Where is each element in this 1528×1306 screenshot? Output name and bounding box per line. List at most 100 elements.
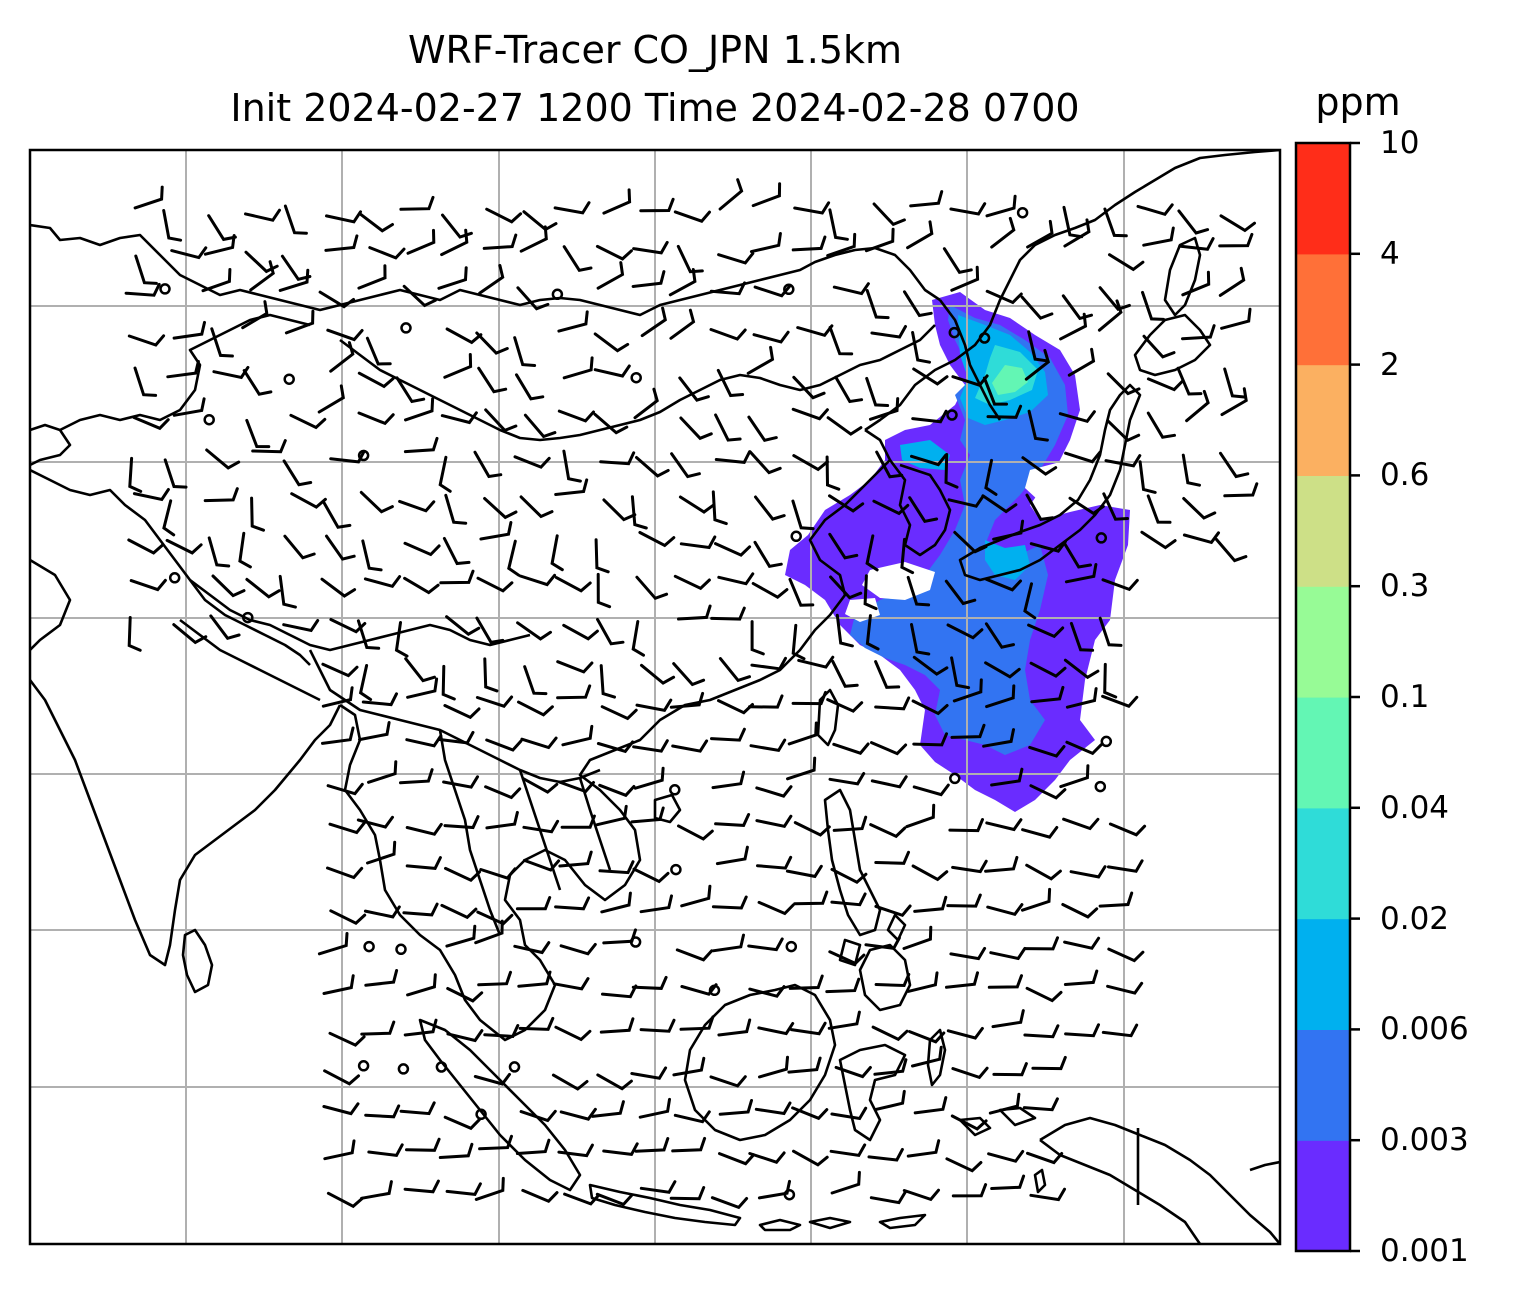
wind-barb — [518, 1016, 555, 1031]
wind-calm-circle — [949, 772, 961, 785]
wind-barb — [631, 975, 668, 990]
wind-barb — [709, 1075, 747, 1088]
wind-barb — [791, 1106, 829, 1121]
wind-calm-circle — [508, 1061, 521, 1073]
colorbar-units-label: ppm — [1315, 80, 1401, 124]
wind-barb — [442, 775, 479, 789]
wind-barb — [521, 1188, 559, 1203]
new-guinea — [1039, 1116, 1280, 1244]
colorbar-tick-label: 0.1 — [1380, 679, 1430, 715]
wind-barb — [752, 330, 790, 344]
wind-barb — [870, 775, 908, 789]
wind-barb — [129, 578, 167, 592]
wind-barb — [906, 1139, 941, 1158]
wind-calm-circle — [978, 332, 991, 344]
wind-calm-circle — [435, 1061, 448, 1073]
wind-barb — [1181, 270, 1211, 297]
wind-calm-circle — [785, 940, 798, 953]
wind-barb — [395, 376, 426, 404]
wind-barb — [1218, 266, 1246, 297]
wind-barb — [124, 282, 161, 297]
wind-barb — [598, 783, 636, 798]
wind-calm-circle — [790, 530, 802, 543]
wind-barb — [990, 767, 1024, 787]
wind-barb — [869, 1190, 907, 1205]
wind-barb — [599, 1017, 635, 1034]
wind-barb — [1064, 1023, 1100, 1038]
wind-barb — [758, 1055, 789, 1079]
colorbar-tick-label: 0.3 — [1380, 568, 1430, 605]
wind-barb — [507, 539, 521, 577]
wind-barb — [325, 210, 362, 224]
wind-barb — [872, 202, 906, 227]
mainland-coast-northeast — [864, 150, 1280, 432]
wind-barb — [475, 616, 505, 644]
wind-barb — [172, 397, 206, 417]
colorbar-segment — [1296, 807, 1350, 920]
wind-barb — [321, 686, 354, 708]
wind-barb — [443, 1115, 481, 1131]
wind-barb — [398, 499, 436, 513]
wind-barb — [751, 582, 789, 600]
wind-barb — [750, 620, 765, 656]
wind-barb — [829, 575, 863, 600]
wind-barb — [485, 207, 523, 224]
wind-calm-circle — [357, 449, 370, 462]
wind-barb — [515, 373, 545, 401]
wind-barb — [477, 366, 508, 394]
colorbar-segment — [1296, 143, 1350, 255]
wind-barb — [602, 1142, 639, 1157]
wind-barb — [788, 577, 815, 607]
wind-barb — [1021, 456, 1058, 476]
wind-barb — [473, 450, 503, 479]
wind-barb — [321, 726, 355, 745]
wind-barb — [1182, 497, 1217, 520]
wind-barb — [944, 579, 977, 606]
wind-barb — [561, 724, 594, 747]
wind-barb — [437, 266, 468, 290]
wind-barb — [757, 1179, 791, 1200]
wind-barb — [134, 254, 158, 285]
japan-hokkaido — [1133, 313, 1212, 377]
wind-barb — [361, 539, 383, 572]
wind-barb — [950, 723, 986, 739]
wind-calm-circle — [397, 1063, 410, 1075]
wind-barb — [1185, 389, 1210, 423]
wind-barb — [162, 209, 183, 242]
wind-barb — [874, 660, 901, 689]
wind-calm-circle — [283, 373, 295, 385]
wind-barb — [483, 657, 499, 693]
wind-barb — [985, 194, 1017, 218]
wind-barb — [1027, 330, 1049, 363]
wind-barb — [403, 1179, 440, 1194]
wind-barb — [599, 664, 616, 699]
wind-barb — [673, 1110, 711, 1124]
wind-barb — [329, 449, 366, 464]
wind-barb — [1220, 307, 1252, 330]
wind-barb — [912, 783, 950, 797]
wind-barb — [909, 190, 944, 208]
border-china-mongolia — [339, 324, 936, 442]
colorbar-segment — [1296, 475, 1350, 587]
wind-barb — [639, 197, 675, 213]
wind-barb — [523, 665, 548, 696]
colorbar-tick-label: 0.006 — [1380, 1011, 1469, 1048]
wind-barb — [562, 245, 593, 272]
wind-barb — [793, 821, 831, 837]
wind-barb — [399, 1101, 436, 1116]
wind-barb — [244, 250, 279, 274]
wind-barb — [479, 521, 513, 541]
wind-barb — [557, 409, 595, 423]
wind-barb — [474, 1176, 505, 1201]
wind-barb — [714, 542, 752, 557]
chart-title: WRF-Tracer CO_JPN 1.5km — [407, 28, 903, 72]
wind-calm-circle — [1095, 532, 1108, 544]
wind-barb — [283, 534, 316, 560]
mainland-coast-southeast-asia — [339, 428, 892, 1042]
wind-barb — [908, 496, 939, 523]
wind-barb — [748, 694, 784, 709]
wind-barb — [127, 538, 165, 555]
wind-barb — [357, 371, 395, 389]
wind-barb — [1029, 1187, 1066, 1202]
wind-barb — [748, 1151, 786, 1164]
